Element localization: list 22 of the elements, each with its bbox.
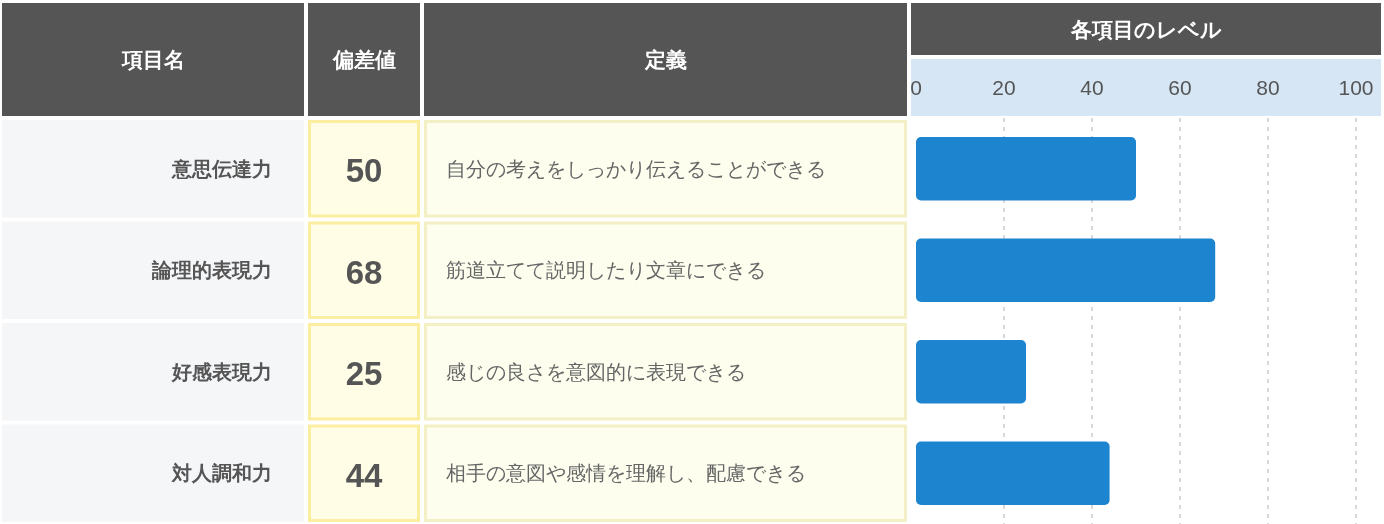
text: 自分の考えをしっかり伝えることができる <box>446 157 826 180</box>
x2-tick-label: 60 <box>1168 76 1192 99</box>
data-label: 50 <box>345 152 383 190</box>
x2-tick-label: 100 <box>1338 76 1374 99</box>
y-axis-title: 項目名 <box>120 48 185 71</box>
data-label: 25 <box>345 355 383 393</box>
x2-tick-label: 80 <box>1256 76 1280 99</box>
x2-tick-label: 40 <box>1080 76 1104 99</box>
data-label: 68 <box>345 253 383 291</box>
data-label: 44 <box>345 456 383 494</box>
y-tick-label: 対人調和力 <box>171 462 272 485</box>
text: 定義 <box>643 48 687 71</box>
x2-tick-label: 0 <box>910 76 922 99</box>
text: 感じの良さを意図的に表現できる <box>446 360 746 383</box>
x2-tick-label: 20 <box>992 76 1016 99</box>
text: 偏差値 <box>331 48 396 71</box>
y-tick-label: 意思伝達力 <box>171 157 272 180</box>
text: 相手の意図や感情を理解し、配慮できる <box>446 462 806 485</box>
chart-title: 各項目のレベル <box>1069 17 1222 41</box>
y-tick-label: 好感表現力 <box>171 360 272 383</box>
y-tick-label: 論理的表現力 <box>151 259 272 282</box>
text: 筋道立てて説明したり文章にできる <box>446 259 766 282</box>
